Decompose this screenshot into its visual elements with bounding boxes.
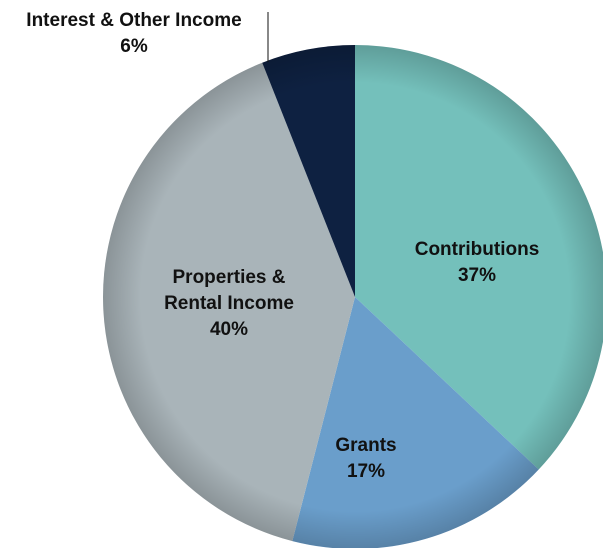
label-contributions: Contributions: [415, 239, 540, 260]
value-properties: 40%: [210, 319, 248, 340]
value-contributions: 37%: [458, 265, 496, 286]
label-properties-line2: Rental Income: [164, 293, 294, 314]
value-interest-other-income: 6%: [120, 36, 148, 57]
label-contributions-name: Contributions: [415, 239, 540, 260]
label-interest-other-income: Interest & Other Income: [26, 10, 241, 31]
label-grants: Grants: [335, 435, 396, 456]
value-grants: 17%: [347, 461, 385, 482]
label-properties-line1: Properties &: [173, 267, 286, 288]
